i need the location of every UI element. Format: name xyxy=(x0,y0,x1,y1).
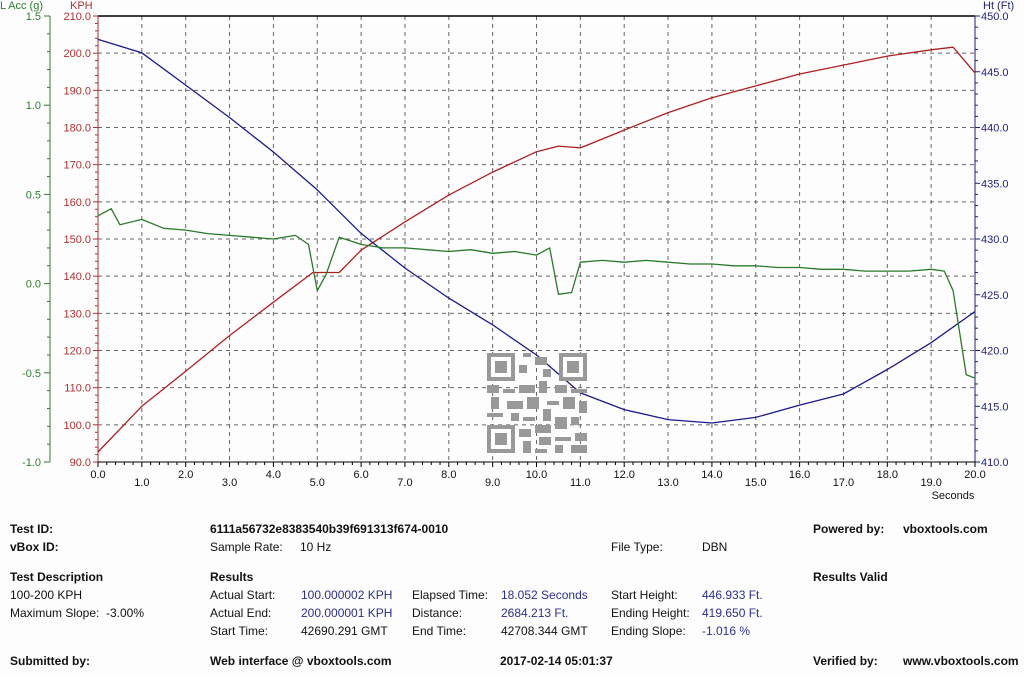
test-description-value: 100-200 KPH xyxy=(10,588,83,602)
results-valid-status: Results Valid xyxy=(813,570,888,584)
distance-value: 2684.213 Ft. xyxy=(501,606,569,620)
submitted-by-value: Web interface @ vboxtools.com xyxy=(210,654,392,668)
actual-end-label: Actual End: xyxy=(210,606,272,620)
x-tick-label: 7.0 xyxy=(397,477,412,489)
max-slope-label: Maximum Slope: xyxy=(10,606,100,620)
kph-tick-label: 120.0 xyxy=(63,346,91,358)
distance-label: Distance: xyxy=(412,606,463,620)
file-type-value: DBN xyxy=(702,540,728,554)
height-tick-label: 435.0 xyxy=(981,178,1009,190)
x-tick-label: 6.0 xyxy=(353,469,368,481)
x-tick-label: 13.0 xyxy=(657,477,678,489)
max-slope-value: -3.00% xyxy=(106,606,145,620)
elapsed-time-label: Elapsed Time: xyxy=(412,588,489,602)
qr-code-icon xyxy=(487,353,587,453)
lacc-tick-label: 1.0 xyxy=(26,100,41,112)
kph-tick-label: 180.0 xyxy=(63,123,91,135)
kph-tick-label: 190.0 xyxy=(63,85,91,97)
verified-by-label: Verified by: xyxy=(813,654,878,668)
lacc-tick-label: -1.0 xyxy=(22,457,41,469)
results-heading: Results xyxy=(210,570,254,584)
end-time-label: End Time: xyxy=(412,624,467,638)
height-tick-label: 415.0 xyxy=(981,401,1009,413)
kph-tick-label: 170.0 xyxy=(63,160,91,172)
powered-by-link[interactable]: vboxtools.com xyxy=(903,522,988,536)
actual-start-value: 100.000002 KPH xyxy=(301,588,393,602)
height-tick-label: 425.0 xyxy=(981,290,1009,302)
x-tick-label: 19.0 xyxy=(920,477,941,489)
series-ht-ft-line xyxy=(97,38,976,424)
lacc-axis-title: L Acc (g) xyxy=(0,0,43,12)
x-tick-label: 1.0 xyxy=(134,477,149,489)
series-l-acc-g-line xyxy=(97,208,976,379)
x-tick-label: 8.0 xyxy=(441,469,456,481)
test-id-value: 6111a56732e8383540b39f691313f674-0010 xyxy=(210,522,449,536)
actual-end-value: 200.000001 KPH xyxy=(301,606,393,620)
kph-axis-title: KPH xyxy=(70,0,93,12)
lacc-tick-label: 0.5 xyxy=(26,189,41,201)
start-time-value: 42690.291 GMT xyxy=(301,624,388,638)
x-tick-label: 4.0 xyxy=(266,469,281,481)
kph-tick-label: 160.0 xyxy=(63,197,91,209)
x-tick-label: 15.0 xyxy=(745,477,766,489)
elapsed-time-value: 18.052 Seconds xyxy=(501,588,588,602)
kph-tick-label: 110.0 xyxy=(64,383,91,395)
height-tick-label: 450.0 xyxy=(981,11,1009,23)
lacc-tick-label: 1.5 xyxy=(26,11,41,23)
file-type-label: File Type: xyxy=(611,540,663,554)
x-tick-label: 2.0 xyxy=(178,469,193,481)
start-time-label: Start Time: xyxy=(210,624,269,638)
height-tick-label: 445.0 xyxy=(981,67,1009,79)
lacc-tick-label: -0.5 xyxy=(22,368,41,380)
start-height-value: 446.933 Ft. xyxy=(702,588,763,602)
sample-rate-value: 10 Hz xyxy=(300,540,332,554)
kph-tick-label: 130.0 xyxy=(63,308,91,320)
ending-slope-value: -1.016 % xyxy=(702,624,751,638)
ending-height-value: 419.650 Ft. xyxy=(702,606,763,620)
actual-start-label: Actual Start: xyxy=(210,588,276,602)
x-tick-label: 11.0 xyxy=(570,477,591,489)
x-tick-label: 18.0 xyxy=(877,469,898,481)
kph-tick-label: 100.0 xyxy=(63,420,91,432)
x-tick-label: 3.0 xyxy=(222,477,237,489)
lacc-tick-label: 0.0 xyxy=(26,279,41,291)
performance-chart: 1.5 1.0 0.5 0.0 -0.5 -1.0 L Acc (g) 210.0 200.0 1… xyxy=(0,0,1014,502)
end-time-value: 42708.344 GMT xyxy=(501,624,588,638)
kph-tick-label: 210.0 xyxy=(63,11,91,23)
height-axis-title: Ht (Ft) xyxy=(983,0,1014,12)
kph-tick-label: 150.0 xyxy=(63,234,91,246)
x-tick-label: 12.0 xyxy=(613,469,634,481)
height-tick-label: 420.0 xyxy=(981,346,1009,358)
x-axis-title: Seconds xyxy=(932,490,975,502)
x-tick-label: 14.0 xyxy=(701,469,722,481)
height-tick-label: 430.0 xyxy=(981,234,1009,246)
kph-tick-label: 140.0 xyxy=(63,271,91,283)
x-tick-label: 20.0 xyxy=(964,469,985,481)
x-tick-label: 17.0 xyxy=(833,477,854,489)
submitted-by-label: Submitted by: xyxy=(10,654,90,668)
vbox-id-label: vBox ID: xyxy=(10,540,59,554)
height-tick-label: 410.0 xyxy=(981,457,1009,469)
ending-height-label: Ending Height: xyxy=(611,606,690,620)
kph-tick-label: 200.0 xyxy=(63,48,91,60)
report-timestamp: 2017-02-14 05:01:37 xyxy=(500,654,613,668)
ending-slope-label: Ending Slope: xyxy=(611,624,686,638)
test-id-label: Test ID: xyxy=(10,522,54,536)
powered-by-label: Powered by: xyxy=(813,522,885,536)
start-height-label: Start Height: xyxy=(611,588,678,602)
height-tick-label: 440.0 xyxy=(981,123,1009,135)
x-tick-label: 0.0 xyxy=(90,469,105,481)
series-kph-line xyxy=(97,46,976,453)
verified-by-link[interactable]: www.vboxtools.com xyxy=(903,654,1019,668)
x-tick-label: 9.0 xyxy=(485,477,500,489)
kph-tick-label: 90.0 xyxy=(70,457,91,469)
x-tick-label: 5.0 xyxy=(310,477,325,489)
test-description-heading: Test Description xyxy=(10,570,104,584)
x-tick-label: 10.0 xyxy=(526,469,547,481)
sample-rate-label: Sample Rate: xyxy=(210,540,283,554)
x-tick-label: 16.0 xyxy=(789,469,810,481)
